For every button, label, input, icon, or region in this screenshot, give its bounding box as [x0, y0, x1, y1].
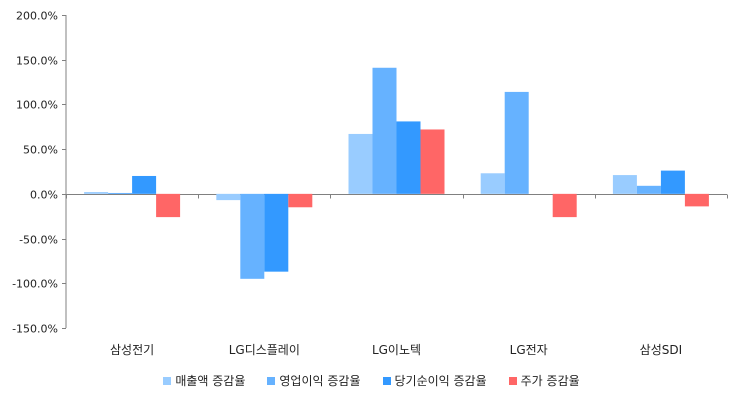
legend-label: 주가 증감율 [520, 374, 580, 388]
y-axis: -150.0% -100.0% -50.0% 0.0% 50.0% 100.0% 150.0… [12, 10, 67, 336]
y-tick-label: 150.0% [16, 55, 58, 68]
bar-4-4 [552, 193, 577, 218]
bar-3-1 [132, 175, 157, 194]
bar-1-1 [84, 192, 109, 194]
legend-label: 당기순이익 증감율 [394, 374, 487, 388]
x-tick-label: 삼성SDI [640, 343, 682, 357]
bar-4-3 [420, 129, 445, 194]
bar-2-5 [636, 185, 661, 194]
legend-item: 매출액 증감율 [163, 372, 245, 389]
bar-3-5 [660, 170, 685, 194]
legend-swatch [267, 376, 276, 385]
y-tick-label: 0.0% [30, 189, 58, 202]
legend-item: 주가 증감율 [508, 372, 580, 389]
bar-1-2 [216, 193, 241, 201]
bars [84, 67, 709, 279]
bar-1-3 [348, 133, 373, 194]
y-tick-label: -100.0% [12, 278, 58, 291]
bar-4-1 [156, 193, 181, 218]
legend-swatch [163, 376, 172, 385]
bar-3-2 [264, 193, 289, 272]
legend-item: 영업이익 증감율 [267, 372, 361, 389]
legend-swatch [382, 376, 391, 385]
bar-1-5 [612, 175, 637, 194]
y-tick-label: -150.0% [12, 323, 58, 336]
bar-2-4 [504, 91, 529, 194]
y-tick-label: 100.0% [16, 99, 58, 112]
x-tick-label: LG이노텍 [372, 343, 421, 357]
y-tick-label: 200.0% [16, 10, 58, 23]
y-tick-label: 50.0% [23, 144, 58, 157]
legend-swatch [508, 376, 517, 385]
bar-4-5 [684, 193, 709, 207]
x-axis: 삼성전기 LG디스플레이 LG이노텍 LG전자 삼성SDI [66, 194, 728, 357]
y-tick-label: -50.0% [19, 234, 58, 247]
bar-2-3 [372, 67, 397, 194]
x-tick-label: 삼성전기 [110, 343, 154, 357]
bar-2-2 [240, 193, 265, 279]
legend: 매출액 증감율 영업이익 증감율 당기순이익 증감율 주가 증감율 [0, 372, 743, 389]
x-tick-label: LG전자 [510, 343, 548, 357]
legend-item: 당기순이익 증감율 [382, 372, 487, 389]
bar-3-3 [396, 121, 421, 194]
bar-1-4 [480, 173, 505, 194]
legend-label: 영업이익 증감율 [279, 374, 361, 388]
bar-2-1 [108, 192, 133, 194]
x-tick-label: LG디스플레이 [229, 343, 300, 357]
bar-4-2 [288, 193, 313, 208]
legend-label: 매출액 증감율 [175, 374, 246, 388]
